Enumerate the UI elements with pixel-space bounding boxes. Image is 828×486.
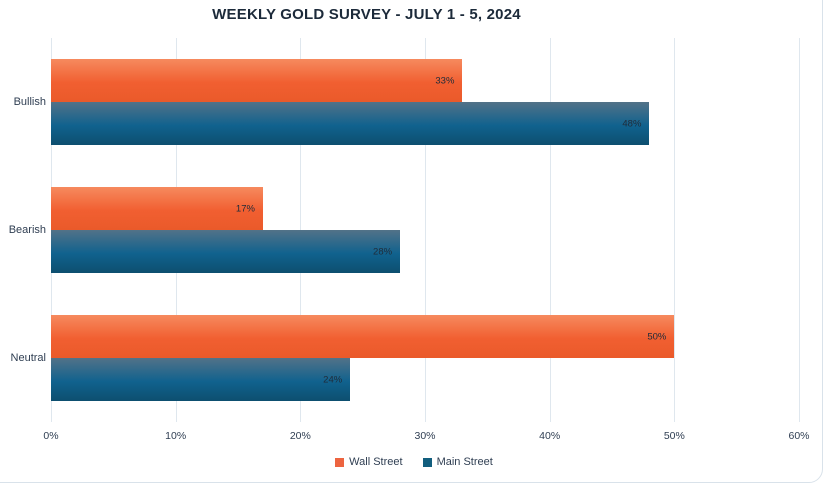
legend-entry-wall-street: Wall Street [335, 456, 403, 468]
legend-label: Wall Street [349, 456, 403, 468]
legend: Wall Street Main Street [0, 456, 828, 468]
legend-swatch-icon [422, 457, 432, 467]
legend-label: Main Street [436, 456, 493, 468]
gridline-50% [674, 38, 676, 422]
bar-neutral-wall-street: 50% [51, 315, 675, 358]
bar-value-label: 28% [373, 246, 393, 257]
x-axis-tick-labels: 0% 10% 20% 30% 40% 50% 60% [43, 430, 809, 444]
bar-bearish-wall-street: 17% [51, 187, 263, 230]
tick-label-50%: 50% [663, 430, 685, 442]
legend-swatch-icon [335, 457, 345, 467]
bar-value-label: 17% [235, 203, 255, 214]
bar-value-label: 24% [323, 374, 343, 385]
category-label-bearish: Bearish [8, 224, 46, 236]
plot-area: 33% 48% 17% 28% 50% 24% [51, 38, 800, 422]
bar-bullish-main-street: 48% [51, 102, 650, 145]
y-axis-category-labels: Bullish Bearish Neutral [0, 38, 46, 422]
gridline-40% [549, 38, 551, 422]
bar-bullish-wall-street: 33% [51, 59, 463, 102]
tick-label-10%: 10% [165, 430, 187, 442]
bar-value-label: 48% [622, 118, 642, 129]
gridline-60% [799, 38, 800, 422]
bar-neutral-main-street: 24% [51, 358, 351, 401]
gridline-30% [425, 38, 426, 422]
legend-entry-main-street: Main Street [422, 456, 493, 468]
bar-bearish-main-street: 28% [51, 230, 401, 273]
bar-value-label: 33% [435, 75, 455, 86]
chart-title: WEEKLY GOLD SURVEY - JULY 1 - 5, 2024 [212, 6, 521, 23]
category-label-bullish: Bullish [13, 96, 46, 108]
tick-label-0%: 0% [43, 430, 59, 442]
category-label-neutral: Neutral [10, 352, 46, 364]
tick-label-20%: 20% [289, 430, 311, 442]
tick-label-40%: 40% [539, 430, 561, 442]
tick-label-30%: 30% [414, 430, 436, 442]
bar-value-label: 50% [647, 331, 667, 342]
tick-label-60%: 60% [788, 430, 810, 442]
